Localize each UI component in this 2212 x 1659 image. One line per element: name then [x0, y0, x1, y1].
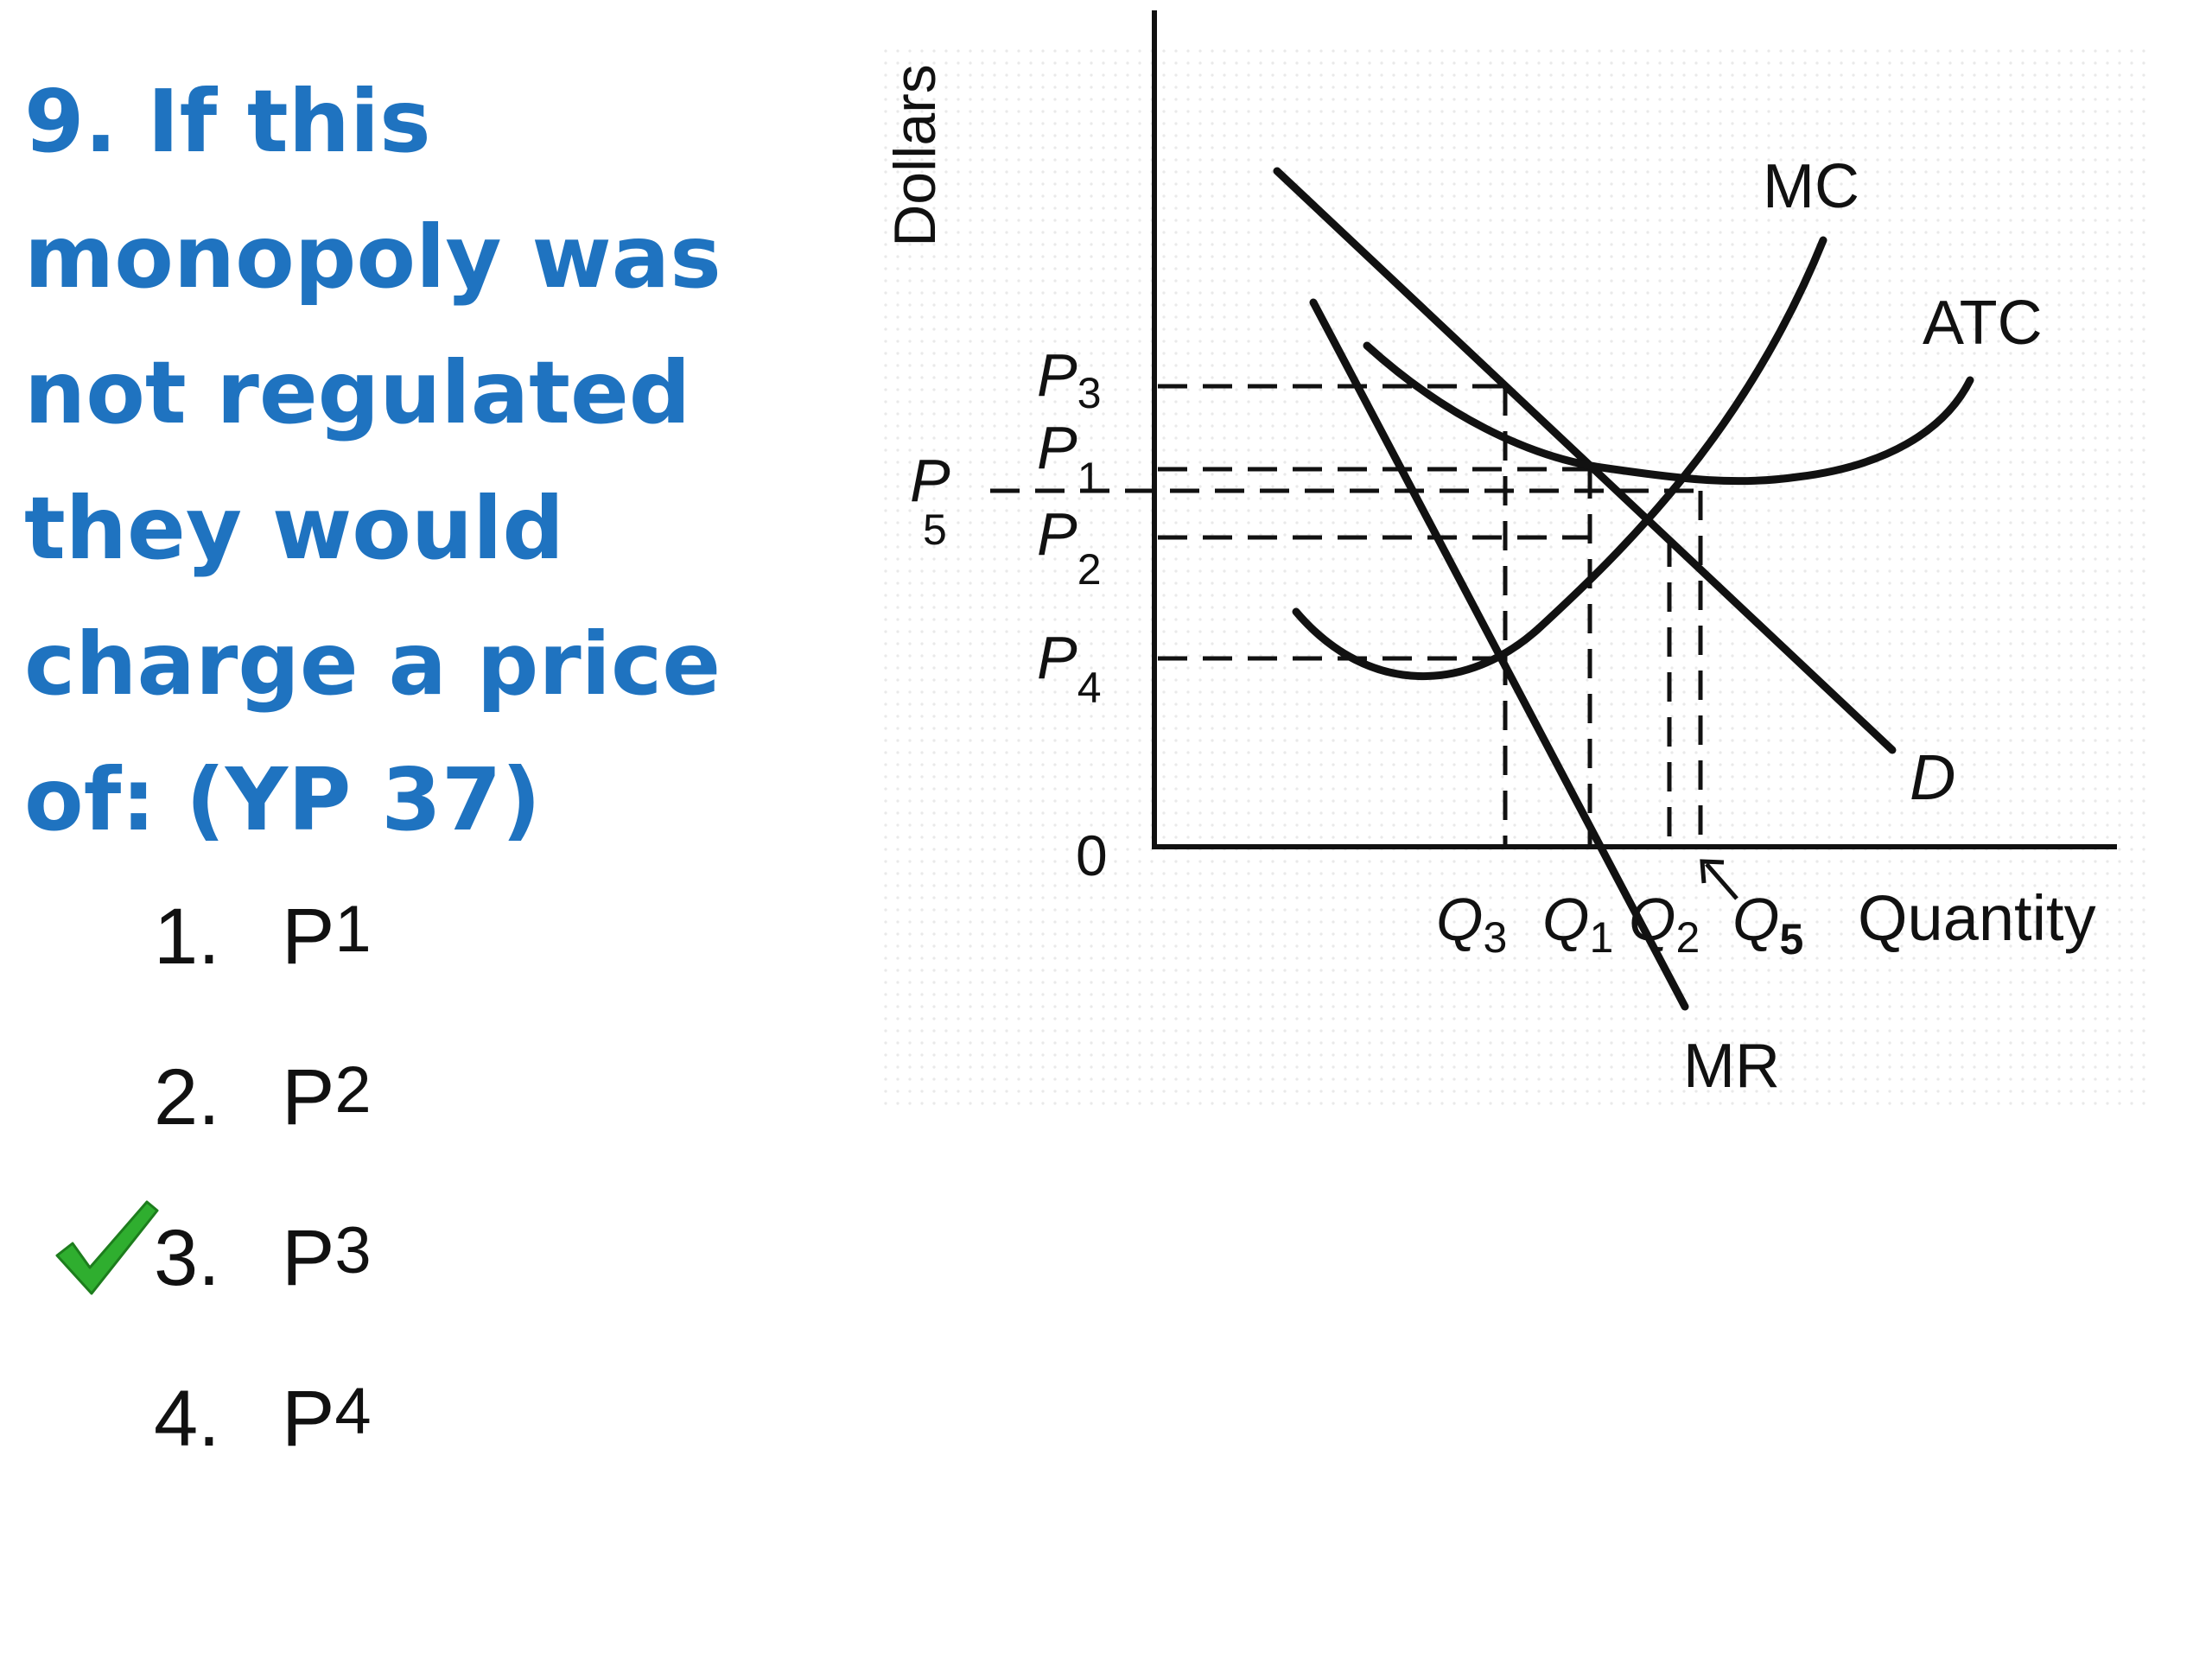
answer-letter: P [282, 1375, 335, 1463]
answer-number: 2. [154, 1053, 220, 1141]
demand-curve [1273, 167, 1897, 754]
atc-label: ATC [1923, 289, 2043, 358]
q3-label: Q3 [1436, 886, 1507, 962]
answer-subscript: 1 [334, 893, 372, 966]
question-line: of: (YP 37) [24, 749, 542, 850]
answer-subscript: 4 [334, 1375, 372, 1448]
answer-letter: P [282, 893, 335, 981]
answer-letter: P [282, 1214, 335, 1302]
answer-subscript: 2 [334, 1053, 372, 1127]
question-line: they would [24, 478, 564, 579]
q2-label: Q2 [1629, 886, 1700, 962]
answer-number: 4. [154, 1375, 220, 1463]
question-line: charge a price [24, 613, 721, 715]
mc-label: MC [1763, 152, 1859, 221]
mr-label: MR [1683, 1032, 1780, 1101]
p4-label: P4 [1037, 624, 1102, 712]
y-axis-label: Dollars [882, 64, 948, 247]
p2-label: P2 [1037, 500, 1102, 594]
answer-number: 3. [154, 1214, 220, 1302]
x-axis-label: Quantity [1858, 882, 2096, 954]
question-line: 9. If this [24, 71, 431, 172]
answer-subscript: 3 [334, 1214, 372, 1287]
question-line: not regulated [24, 342, 691, 443]
p3-label: P3 [1037, 341, 1102, 417]
q5-arrow-icon [1700, 859, 1738, 900]
answer-letter: P [282, 1053, 335, 1141]
demand-label: D [1910, 741, 1955, 813]
origin-label: 0 [1076, 823, 1108, 887]
diagram-background [881, 43, 2152, 1106]
mc-curve [1292, 236, 1827, 681]
checkmark-icon [55, 1200, 159, 1295]
atc-curve [1363, 341, 1974, 486]
p1-label: P1 [1037, 414, 1102, 502]
dashed-guides [990, 384, 1703, 847]
q1-label: Q1 [1542, 886, 1613, 962]
q5-label: Q5 [1732, 886, 1803, 963]
question-text: 9. If this monopoly was not regulated th… [24, 54, 750, 868]
question-line: monopoly was [24, 207, 721, 308]
answer-number: 1. [154, 893, 220, 981]
